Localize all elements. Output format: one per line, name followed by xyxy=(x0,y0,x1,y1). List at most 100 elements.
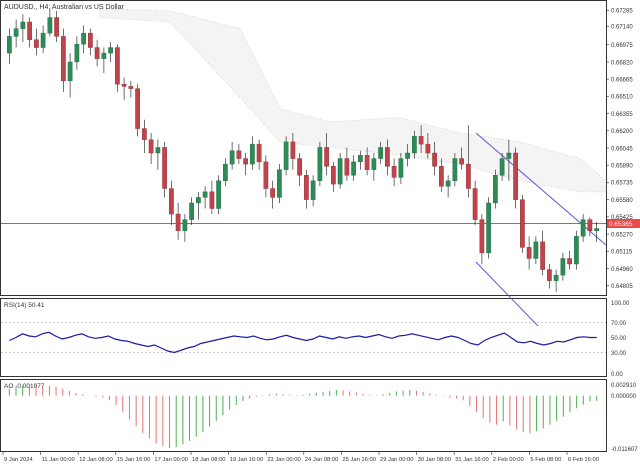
candle xyxy=(270,180,275,209)
candle-body-bull xyxy=(486,202,491,254)
candle xyxy=(378,141,383,165)
candle-body-bull xyxy=(47,17,53,34)
candle xyxy=(479,214,485,265)
ichimoku-cloud xyxy=(99,8,607,193)
candle xyxy=(547,264,552,289)
candle xyxy=(290,133,296,170)
candle xyxy=(310,175,316,207)
candle xyxy=(385,139,390,176)
candle-body-bear xyxy=(290,141,296,159)
price-tick-label: 0.66975 xyxy=(611,43,633,49)
candle xyxy=(216,175,221,215)
candle xyxy=(520,195,525,253)
candle xyxy=(317,141,323,187)
price-tick-label: 0.65425 xyxy=(611,215,633,221)
time-tick-label: 25 Jan 16:00 xyxy=(342,457,376,463)
candle-body-bull xyxy=(277,169,282,198)
price-tick-label: 0.67285 xyxy=(611,9,633,15)
cloud-band xyxy=(99,8,607,193)
candle-body-bear xyxy=(175,213,181,231)
candle-body-bear xyxy=(587,219,593,231)
candle xyxy=(209,180,215,215)
candle xyxy=(304,169,309,209)
time-tick-label: 5 Feb 08:00 xyxy=(530,457,561,463)
candle xyxy=(175,202,181,240)
candle-body-bear xyxy=(115,47,120,85)
candle xyxy=(398,152,404,185)
candle xyxy=(513,147,518,209)
candle xyxy=(324,133,329,176)
candle xyxy=(162,141,167,198)
candle-body-bear xyxy=(385,147,390,167)
candle-body-bear xyxy=(34,39,39,48)
candle xyxy=(459,147,464,170)
candle-body-bear xyxy=(142,128,147,140)
candle xyxy=(418,125,424,153)
candle-body-bear xyxy=(425,143,431,154)
rsi-panel-frame xyxy=(0,298,607,377)
candle xyxy=(439,158,444,192)
ao-tick-label: -0.011607 xyxy=(611,447,638,453)
candle-body-bear xyxy=(256,143,262,163)
candle xyxy=(169,180,174,226)
candle-body-bear xyxy=(27,21,32,40)
candle xyxy=(27,17,32,48)
candle-body-bear xyxy=(148,139,154,154)
candle xyxy=(54,10,59,42)
candle-body-bear xyxy=(459,158,464,165)
candle-body-bear xyxy=(418,136,424,145)
candle xyxy=(297,152,302,187)
candle-body-bull xyxy=(283,141,289,170)
channel-lower-line[interactable] xyxy=(475,261,539,327)
price-tick-label: 0.66510 xyxy=(611,95,633,101)
candle xyxy=(61,28,66,92)
candle xyxy=(196,191,201,220)
candle-body-bear xyxy=(567,258,572,265)
candle xyxy=(499,152,505,181)
ao-panel-frame xyxy=(0,379,607,452)
candle xyxy=(405,144,410,167)
candle xyxy=(189,197,194,226)
price-tick-label: 0.65735 xyxy=(611,181,633,187)
current-price-tag: 0.65365 xyxy=(607,218,640,228)
chart-title: AUDUSD,, H4: Australian vs US Dollar xyxy=(4,4,124,11)
price-tick-label: 0.66355 xyxy=(611,112,633,118)
candle-body-bull xyxy=(358,155,363,163)
candle-body-bull xyxy=(351,161,356,176)
candle-body-bear xyxy=(439,166,444,187)
candle-body-bull xyxy=(229,150,235,165)
candle xyxy=(472,180,478,226)
candle xyxy=(263,155,269,198)
candle xyxy=(540,230,545,276)
price-tick-label: 0.64805 xyxy=(611,284,633,290)
candle-body-bear xyxy=(209,191,215,209)
price-tick-label: 0.66200 xyxy=(611,129,633,135)
candle xyxy=(277,164,282,203)
candle-body-bear xyxy=(297,158,302,176)
price-tick-label: 0.65580 xyxy=(611,198,633,204)
candle-body-bear xyxy=(520,199,525,248)
candle xyxy=(101,47,107,74)
time-tick-label: 18 Jan 08:00 xyxy=(192,457,226,463)
candle xyxy=(223,158,228,187)
time-tick-label: 15 Jan 16:00 xyxy=(117,457,151,463)
candle xyxy=(256,139,262,170)
candle xyxy=(115,44,120,92)
candle-body-bear xyxy=(243,158,248,165)
current-price-tag-bg xyxy=(607,218,640,228)
candle-body-bull xyxy=(182,219,188,231)
candle-body-bear xyxy=(479,219,485,254)
price-tick-label: 0.66665 xyxy=(611,77,633,83)
candle-body-bear xyxy=(128,86,134,89)
candle-body-bear xyxy=(61,36,66,82)
time-tick-label: 30 Jan 08:00 xyxy=(418,457,452,463)
candle-body-bull xyxy=(108,47,113,54)
time-tick-label: 31 Jan 16:00 xyxy=(455,457,489,463)
candle xyxy=(243,152,248,176)
candle xyxy=(236,144,242,165)
candle xyxy=(7,28,12,65)
candle-body-bear xyxy=(263,161,269,189)
ao-tick-label: 0.000000 xyxy=(611,394,637,400)
